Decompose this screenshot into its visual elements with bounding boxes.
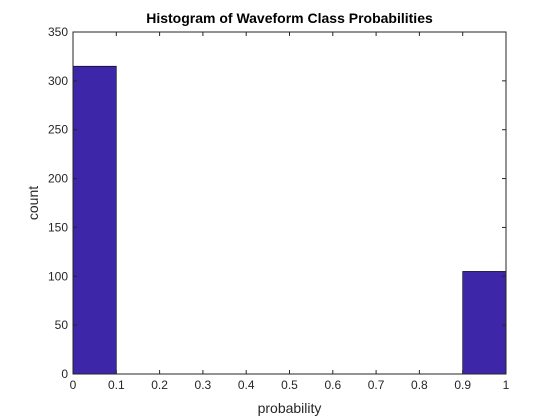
x-tick-label: 0.9 [454, 378, 471, 392]
y-tick-group: 0 50 100 150 200 250 300 350 [48, 25, 506, 381]
y-tick-label: 350 [48, 25, 68, 39]
y-axis-label: count [25, 186, 41, 220]
bar-bin-9 [462, 271, 507, 375]
x-tick-label: 0.7 [368, 378, 385, 392]
x-tick-label: 0.3 [195, 378, 212, 392]
chart-title: Histogram of Waveform Class Probabilitie… [146, 10, 433, 26]
x-tick-label: 0.1 [108, 378, 125, 392]
bar-bin-0 [72, 65, 117, 375]
x-tick-label: 0.5 [281, 378, 298, 392]
x-tick-label: 0.8 [411, 378, 428, 392]
y-tick-label: 200 [48, 172, 68, 186]
y-tick-label: 300 [48, 74, 68, 88]
y-tick-label: 100 [48, 269, 68, 283]
x-tick-group: 0 0.1 0.2 0.3 0.4 0.5 0.6 0.7 0.8 0.9 1 [70, 32, 510, 392]
y-tick-label: 150 [48, 220, 68, 234]
x-axis-label: probability [258, 400, 322, 416]
x-tick-label: 0 [70, 378, 77, 392]
x-tick-label: 1 [503, 378, 510, 392]
plot-area [73, 32, 506, 374]
y-tick-label: 0 [61, 367, 68, 381]
y-tick-label: 250 [48, 123, 68, 137]
x-tick-label: 0.6 [324, 378, 341, 392]
y-tick-label: 50 [55, 318, 69, 332]
bars-group [72, 65, 507, 375]
x-tick-label: 0.2 [151, 378, 168, 392]
x-tick-label: 0.4 [238, 378, 255, 392]
